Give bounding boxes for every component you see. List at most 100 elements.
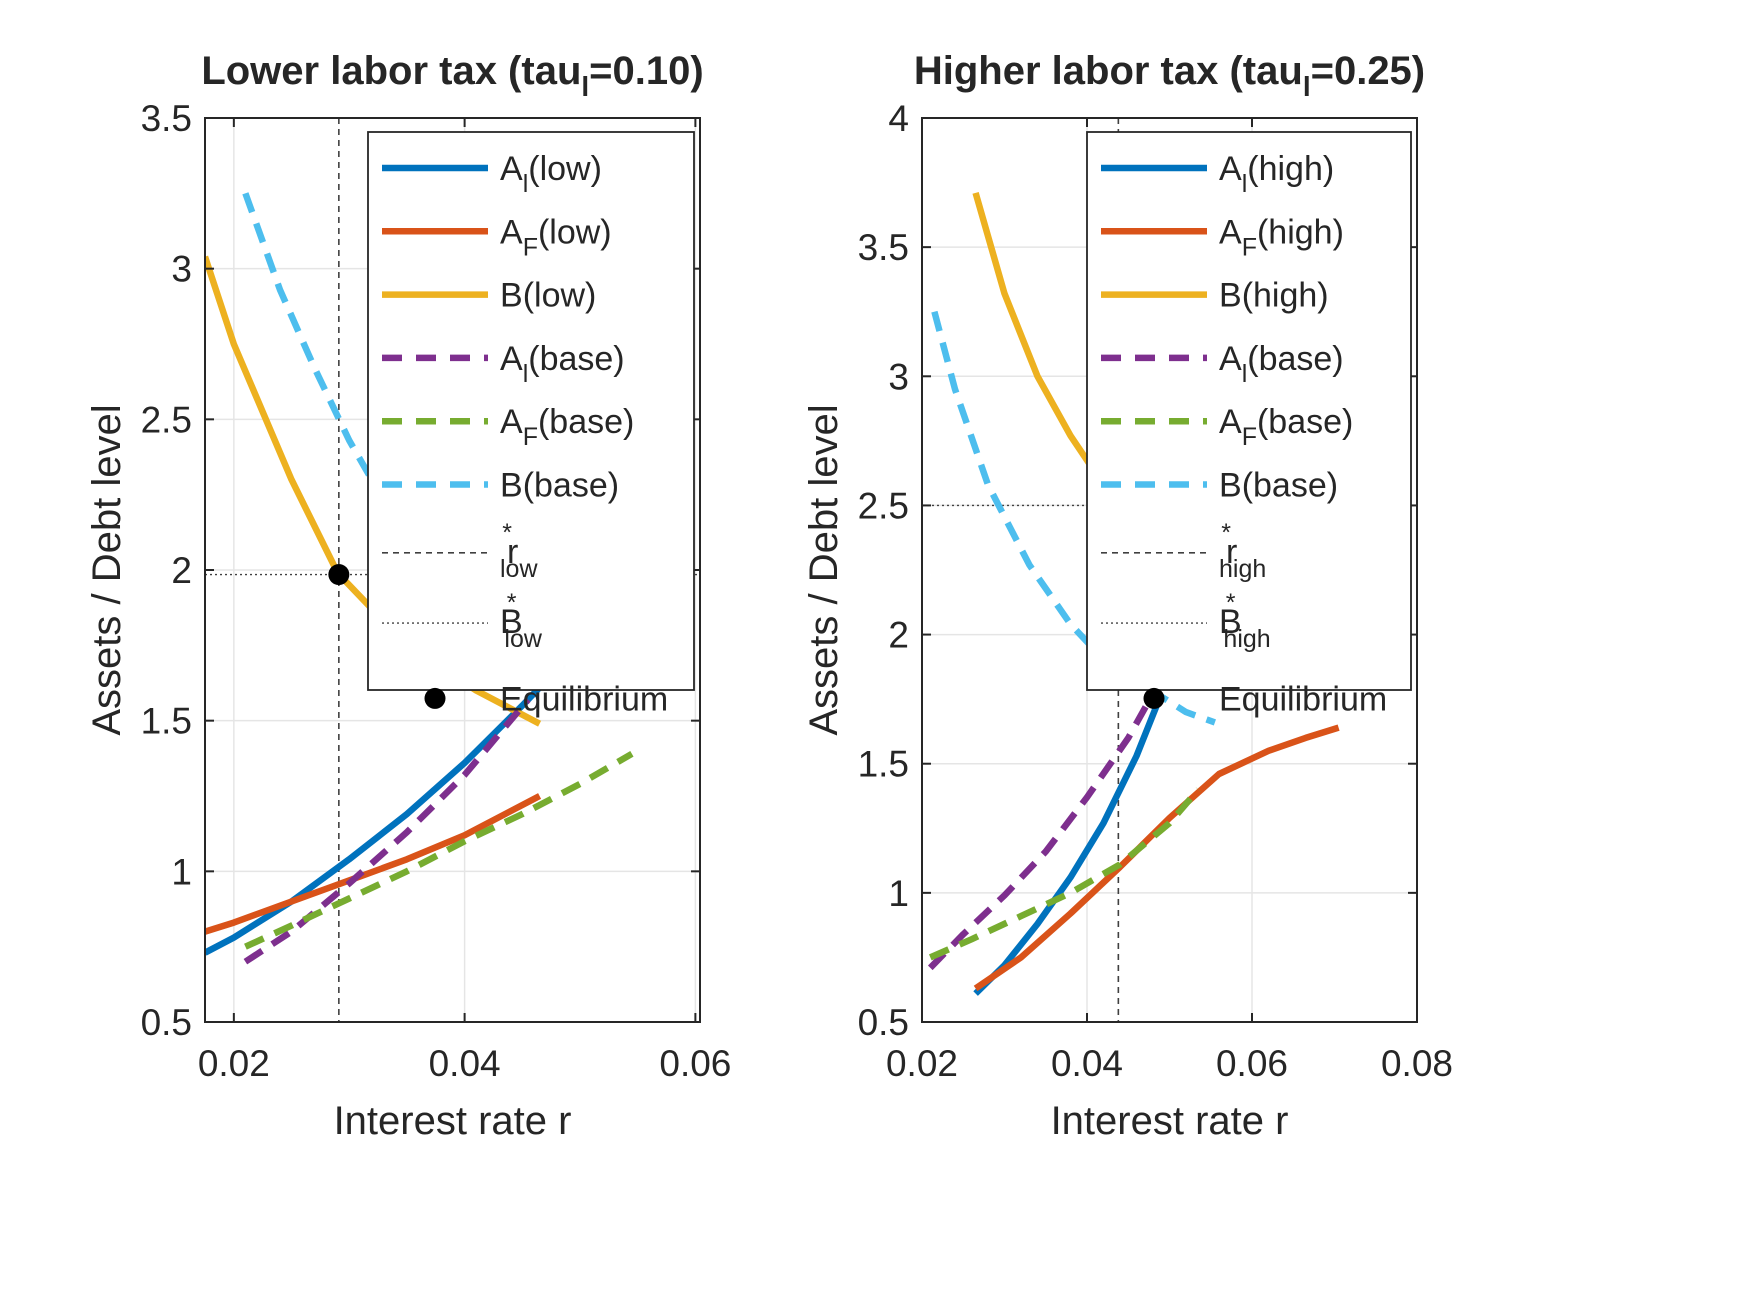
legend-entry-sub: F — [523, 423, 538, 451]
legend: Al(low)AF(low)B(low)Al(base)AF(base)B(ba… — [367, 131, 695, 718]
y-tick-label: 1.5 — [141, 701, 192, 742]
legend-entry-sub: F — [523, 233, 538, 261]
legend-entry-main: A — [1219, 150, 1242, 188]
legend-entry-main: B — [500, 467, 523, 505]
legend-entry-end: (base) — [1247, 340, 1343, 378]
legend-entry-vline: r* low — [500, 519, 538, 583]
legend-entry-4: Al(base) — [1219, 340, 1344, 388]
x-tick-label: 0.08 — [1381, 1043, 1453, 1084]
legend-entry-2: AF(low) — [500, 213, 612, 261]
x-tick-label: 0.06 — [659, 1043, 731, 1084]
legend-entry-5: AF(base) — [1219, 403, 1353, 451]
legend-box — [367, 131, 695, 691]
legend-entry-main: B — [500, 603, 523, 641]
legend-entry-main: A — [500, 150, 523, 188]
chart-title-end: =0.10) — [589, 49, 704, 93]
chart-title-main: Higher labor tax (tau — [914, 49, 1303, 93]
chart-title-sub: l — [581, 71, 589, 102]
y-tick-label: 1 — [171, 851, 192, 892]
legend-entry-hline: B* low — [500, 589, 543, 653]
legend-entry-sub: low — [500, 555, 538, 583]
legend-entry-main: B — [1219, 467, 1242, 505]
legend-entry-main: B — [500, 277, 523, 315]
series-line-5 — [928, 787, 1201, 961]
legend-entry-sub: l — [523, 170, 529, 198]
axes-box — [921, 117, 1418, 1023]
y-tick-label: 0.5 — [858, 1002, 909, 1043]
legend-entry-end: (base) — [1242, 467, 1338, 505]
legend-entry-sub: high — [1223, 625, 1270, 653]
y-tick-label: 3 — [888, 356, 909, 397]
legend-entry-sup: * — [1221, 519, 1231, 547]
chart-title: Higher labor tax (taul=0.25) — [914, 49, 1425, 102]
legend-entry-sup: * — [1226, 589, 1236, 617]
legend-entry-sup: * — [502, 519, 512, 547]
legend-entry-main: A — [1219, 340, 1242, 378]
y-tick-label: 3.5 — [141, 98, 192, 139]
legend-entry-end: (low) — [523, 277, 597, 315]
legend-entry-5: AF(base) — [500, 403, 634, 451]
legend-entry-end: (low) — [528, 150, 602, 188]
y-tick-label: 1.5 — [858, 744, 909, 785]
series-line-5 — [244, 750, 634, 950]
legend-entry-3: B(high) — [1219, 277, 1329, 315]
legend-swatch-equilibrium — [1143, 687, 1165, 709]
legend-entry-sub: F — [1242, 233, 1257, 261]
chart-title-sub: l — [1303, 71, 1311, 102]
legend-entry-vline: r* high — [1219, 519, 1266, 583]
legend-entry-equilibrium: Equilibrium — [1219, 680, 1387, 718]
legend-entry-1: Al(low) — [500, 150, 602, 198]
legend-entry-sub: low — [504, 625, 542, 653]
legend-entry-end: (high) — [1242, 277, 1329, 315]
series-line-6 — [931, 310, 1216, 726]
legend-box — [1086, 131, 1412, 691]
legend-entry-3: B(low) — [500, 277, 596, 315]
y-tick-label: 2 — [888, 615, 909, 656]
series-line-4 — [243, 697, 531, 965]
legend-entry-sub: F — [1242, 423, 1257, 451]
legend-entry-main: B — [1219, 603, 1242, 641]
legend-entry-sub: l — [1242, 170, 1248, 198]
legend-entry-end: (base) — [538, 403, 634, 441]
legend-entry-1: Al(high) — [1219, 150, 1334, 198]
x-axis-label: Interest rate r — [1051, 1099, 1289, 1143]
y-tick-label: 0.5 — [141, 1002, 192, 1043]
y-tick-label: 3.5 — [858, 227, 909, 268]
x-tick-label: 0.06 — [1216, 1043, 1288, 1084]
legend-entry-2: AF(high) — [1219, 213, 1344, 261]
series-line-4 — [927, 684, 1160, 971]
equilibrium-marker — [328, 564, 350, 586]
y-tick-label: 2.5 — [858, 485, 909, 526]
legend-entry-main: A — [500, 213, 523, 251]
y-axis-label: Assets / Debt level — [802, 404, 846, 735]
legend-entry-main: B — [1219, 277, 1242, 315]
legend-entry-end: (high) — [1247, 150, 1334, 188]
legend-entry-sub: l — [1242, 360, 1248, 388]
legend-entry-end: (base) — [1257, 403, 1353, 441]
legend-entry-main: r — [507, 533, 518, 571]
legend-entry-main: A — [1219, 213, 1242, 251]
y-axis-label: Assets / Debt level — [85, 404, 129, 735]
legend-entry-equilibrium: Equilibrium — [500, 680, 668, 718]
x-tick-label: 0.04 — [1051, 1043, 1123, 1084]
legend-entry-6: B(base) — [1219, 467, 1338, 505]
series-line-6 — [242, 192, 422, 557]
legend-entry-end: (low) — [538, 213, 612, 251]
legend-entry-main: r — [1226, 533, 1237, 571]
y-tick-label: 2.5 — [141, 399, 192, 440]
x-tick-label: 0.04 — [429, 1043, 501, 1084]
y-tick-label: 4 — [888, 98, 909, 139]
legend-entry-main: A — [500, 340, 523, 378]
legend-entry-hline: B* high — [1219, 589, 1271, 653]
legend-entry-6: B(base) — [500, 467, 619, 505]
legend-entry-main: A — [1219, 403, 1242, 441]
chart-title-end: =0.25) — [1311, 49, 1426, 93]
y-tick-label: 3 — [171, 249, 192, 290]
x-axis-label: Interest rate r — [334, 1099, 572, 1143]
legend-entry-end: (base) — [528, 340, 624, 378]
legend-entry-sub: l — [523, 360, 529, 388]
legend-entry-sup: * — [507, 589, 517, 617]
legend-entry-sub: high — [1219, 555, 1266, 583]
legend-entry-end: (base) — [523, 467, 619, 505]
